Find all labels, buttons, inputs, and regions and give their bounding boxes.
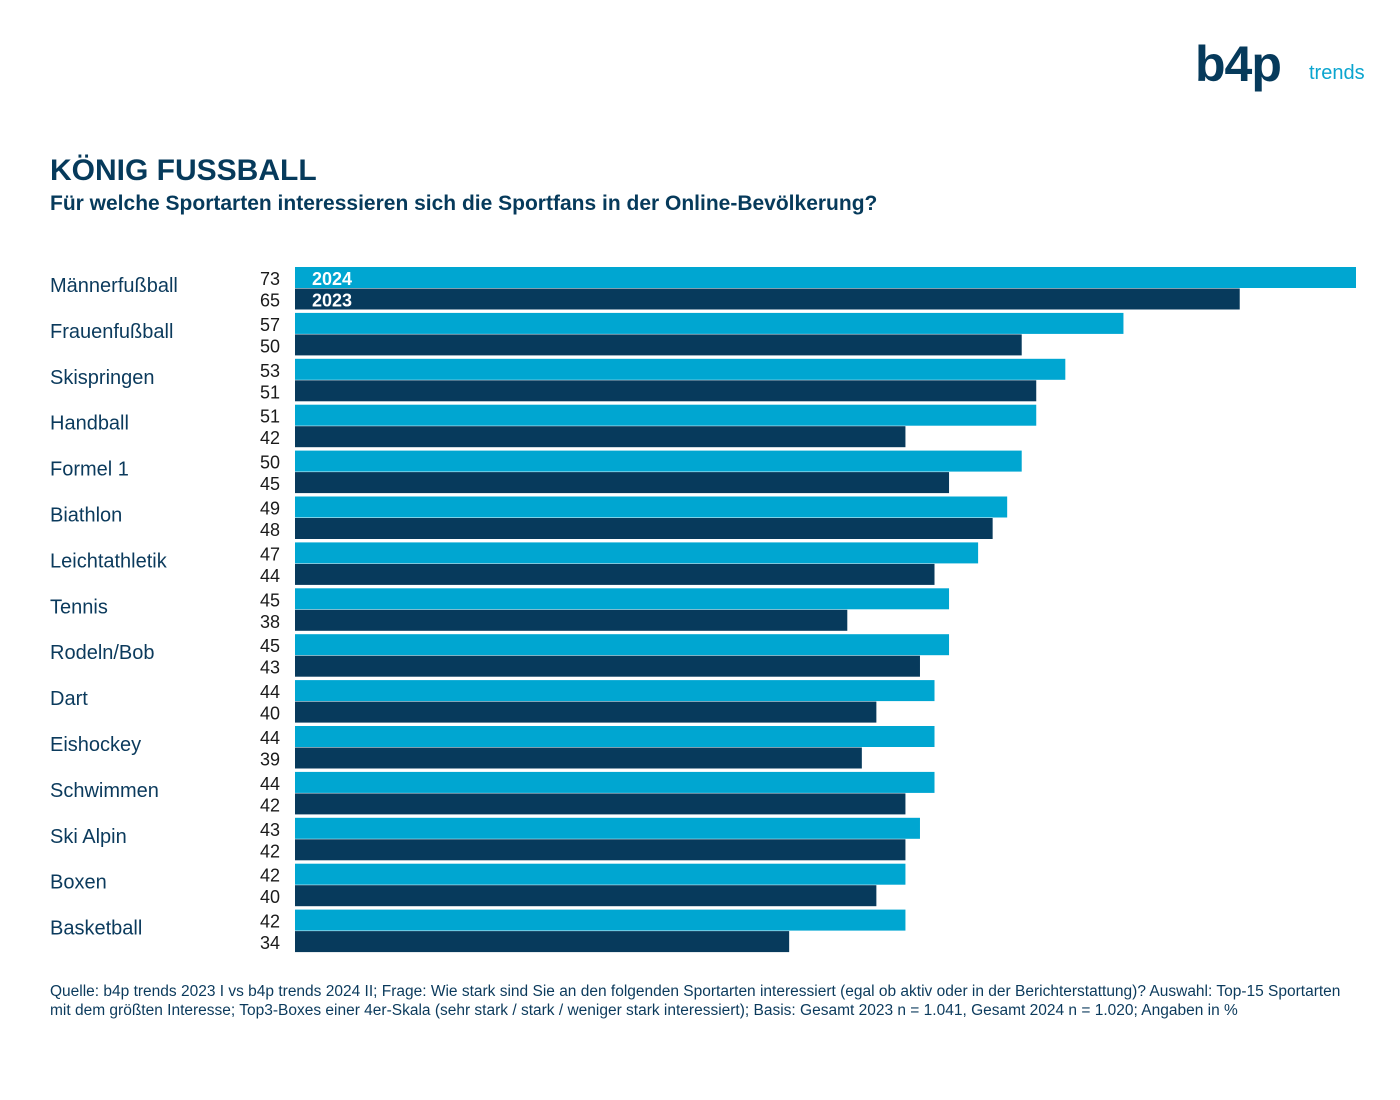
bar-2023 — [295, 747, 862, 769]
bar-2024 — [295, 771, 935, 793]
value-label-2024: 53 — [260, 361, 280, 381]
category-label: Schwimmen — [50, 780, 159, 802]
category-label: Rodeln/Bob — [50, 642, 155, 664]
category-label: Formel 1 — [50, 459, 129, 481]
bar-2023 — [295, 655, 920, 677]
value-label-2024: 44 — [260, 774, 280, 794]
bar-2024 — [295, 726, 935, 747]
bar-2023 — [295, 885, 877, 907]
bar-2024 — [295, 267, 1356, 288]
value-label-2024: 44 — [260, 728, 280, 748]
value-label-2023: 65 — [260, 291, 280, 311]
bar-2024 — [295, 496, 1008, 518]
bar-2023 — [295, 609, 848, 631]
b4p-trends-logo: b4p trends — [1195, 36, 1375, 96]
value-label-2023: 48 — [260, 520, 280, 540]
category-label: Boxen — [50, 872, 107, 894]
value-label-2023: 50 — [260, 336, 280, 356]
value-label-2024: 43 — [260, 820, 280, 840]
category-label: Tennis — [50, 596, 108, 618]
value-label-2024: 45 — [260, 636, 280, 656]
value-label-2024: 50 — [260, 453, 280, 473]
value-label-2024: 49 — [260, 499, 280, 519]
logo-brand: b4p — [1195, 36, 1282, 92]
bar-2023 — [295, 518, 993, 539]
bar-2023 — [295, 334, 1022, 356]
value-label-2023: 42 — [260, 795, 280, 815]
value-label-2023: 51 — [260, 382, 280, 402]
category-label: Eishockey — [50, 734, 141, 756]
bar-2023 — [295, 793, 906, 815]
bar-2023 — [295, 380, 1037, 402]
category-label: Männerfußball — [50, 275, 178, 297]
bar-2024 — [295, 634, 950, 656]
bar-2023 — [295, 563, 935, 585]
value-label-2023: 43 — [260, 658, 280, 678]
category-label: Ski Alpin — [50, 826, 127, 848]
value-label-2023: 42 — [260, 428, 280, 448]
bar-2024 — [295, 312, 1124, 334]
chart-subtitle: Für welche Sportarten interessieren sich… — [50, 192, 878, 215]
legend-label-2023: 2023 — [312, 291, 352, 311]
bar-2023 — [295, 931, 790, 953]
bar-2024 — [295, 680, 935, 702]
bar-2024 — [295, 863, 906, 885]
value-label-2024: 47 — [260, 544, 280, 564]
value-label-2023: 44 — [260, 566, 280, 586]
bar-2024 — [295, 542, 979, 564]
bar-2024 — [295, 450, 1022, 472]
bar-2024 — [295, 404, 1037, 426]
bar-2024 — [295, 817, 920, 839]
chart-title: KÖNIG FUSSBALL — [50, 154, 317, 187]
category-label: Dart — [50, 688, 88, 710]
value-label-2024: 42 — [260, 912, 280, 932]
bar-2024 — [295, 588, 950, 610]
bar-2023 — [295, 288, 1240, 310]
bar-2023 — [295, 426, 906, 448]
value-label-2023: 40 — [260, 704, 280, 724]
value-label-2024: 51 — [260, 407, 280, 427]
value-label-2023: 39 — [260, 750, 280, 770]
category-label: Skispringen — [50, 367, 155, 389]
value-label-2024: 73 — [260, 269, 280, 289]
value-label-2023: 40 — [260, 887, 280, 907]
value-label-2023: 38 — [260, 612, 280, 632]
bar-2024 — [295, 909, 906, 931]
bar-2024 — [295, 358, 1066, 380]
value-label-2024: 45 — [260, 590, 280, 610]
value-label-2023: 45 — [260, 474, 280, 494]
logo-suffix: trends — [1309, 62, 1365, 84]
value-label-2023: 34 — [260, 933, 280, 953]
category-label: Leichtathletik — [50, 550, 168, 572]
value-label-2024: 42 — [260, 866, 280, 886]
value-label-2023: 42 — [260, 841, 280, 861]
category-label: Frauenfußball — [50, 321, 173, 343]
category-label: Basketball — [50, 918, 142, 940]
bar-2023 — [295, 701, 877, 723]
bar-2023 — [295, 839, 906, 861]
value-label-2024: 57 — [260, 315, 280, 335]
bar-2023 — [295, 472, 950, 494]
category-label: Handball — [50, 413, 129, 435]
value-label-2024: 44 — [260, 682, 280, 702]
legend-label-2024: 2024 — [312, 269, 352, 289]
source-footnote: Quelle: b4p trends 2023 I vs b4p trends … — [50, 983, 1341, 1019]
category-label: Biathlon — [50, 505, 122, 527]
